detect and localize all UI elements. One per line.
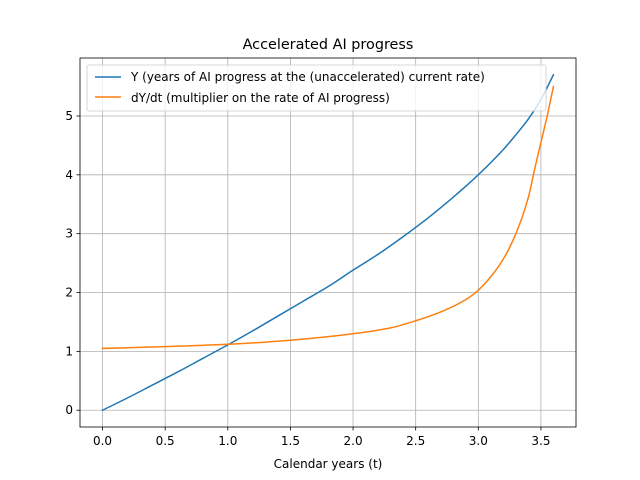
y-tick-label: 2 — [65, 286, 73, 300]
legend: Y (years of AI progress at the (unaccele… — [86, 64, 547, 112]
legend-label-dydt: dY/dt (multiplier on the rate of AI prog… — [131, 91, 390, 105]
legend-label-y: Y (years of AI progress at the (unaccele… — [130, 70, 485, 84]
x-tick-label: 2.0 — [344, 434, 363, 448]
y-tick-label: 5 — [65, 109, 73, 123]
plot-frame — [79, 57, 577, 428]
chart-title: Accelerated AI progress — [243, 37, 414, 53]
series-line-y — [101, 73, 555, 412]
y-tick-label: 3 — [65, 227, 73, 241]
grid — [80, 58, 576, 427]
y-tick-label: 0 — [65, 403, 73, 417]
x-tick-label: 3.5 — [531, 434, 550, 448]
legend-box — [86, 64, 547, 112]
x-tick-label: 0.5 — [156, 434, 175, 448]
y-tick-label: 4 — [65, 168, 73, 182]
y-tick-label: 1 — [65, 344, 73, 358]
x-tick-label: 1.0 — [218, 434, 237, 448]
x-tick-label: 0.0 — [93, 434, 112, 448]
x-axis-label: Calendar years (t) — [274, 457, 383, 471]
x-tick-label: 2.5 — [406, 434, 425, 448]
axis-ticks: 0.0 0.5 1.0 1.5 2.0 2.5 3.0 3.5 0 1 2 3 4 5 — [65, 109, 550, 448]
series-line-dydt — [101, 85, 555, 350]
x-tick-label: 3.0 — [469, 434, 488, 448]
series-lines — [101, 73, 555, 412]
x-tick-label: 1.5 — [281, 434, 300, 448]
